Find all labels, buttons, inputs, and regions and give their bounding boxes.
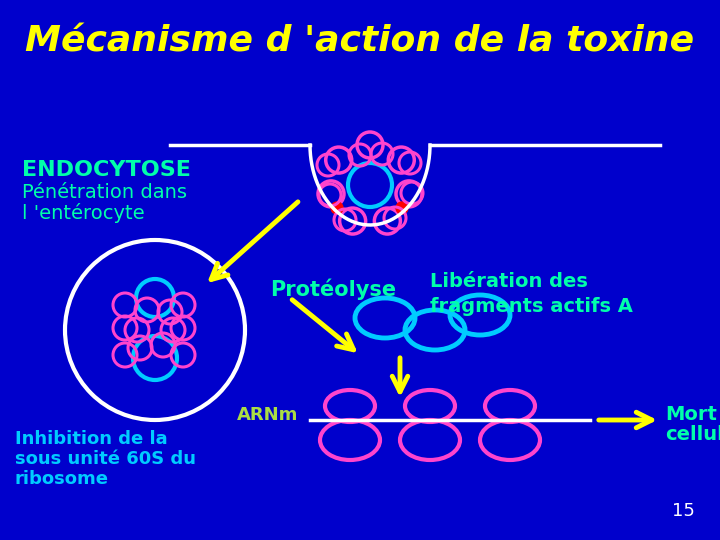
Text: cellulaire: cellulaire — [665, 425, 720, 444]
Text: ribosome: ribosome — [15, 470, 109, 488]
Text: Pénétration dans: Pénétration dans — [22, 183, 187, 202]
Text: Protéolyse: Protéolyse — [270, 278, 396, 300]
Text: l 'entérocyte: l 'entérocyte — [22, 203, 145, 223]
Text: Mécanisme d 'action de la toxine: Mécanisme d 'action de la toxine — [25, 25, 695, 59]
Circle shape — [396, 202, 408, 214]
Text: sous unité 60S du: sous unité 60S du — [15, 450, 196, 468]
Text: Libération des
fragments actifs A: Libération des fragments actifs A — [430, 272, 633, 316]
Circle shape — [331, 202, 343, 214]
Text: 15: 15 — [672, 502, 695, 520]
Text: ENDOCYTOSE: ENDOCYTOSE — [22, 160, 191, 180]
Text: Mort: Mort — [665, 405, 717, 424]
Text: Inhibition de la: Inhibition de la — [15, 430, 168, 448]
Text: ARNm: ARNm — [237, 406, 298, 424]
